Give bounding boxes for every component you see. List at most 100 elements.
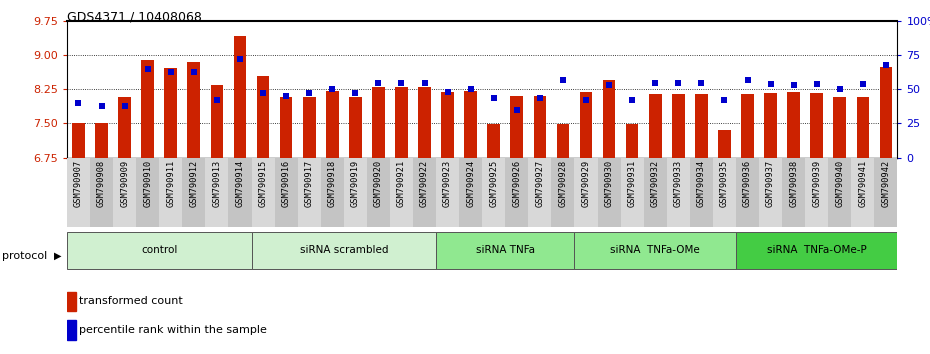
Bar <box>649 94 661 158</box>
Bar <box>436 158 459 227</box>
Bar <box>141 60 154 158</box>
Text: GSM790923: GSM790923 <box>443 160 452 207</box>
Text: GSM790933: GSM790933 <box>674 160 683 207</box>
Point <box>786 82 801 88</box>
Text: GSM790924: GSM790924 <box>466 160 475 207</box>
Point <box>671 80 685 85</box>
Bar <box>233 36 246 158</box>
Bar <box>326 91 339 158</box>
Point <box>486 95 501 101</box>
Point <box>740 77 755 83</box>
Text: GSM790928: GSM790928 <box>558 160 567 207</box>
Bar <box>551 158 575 227</box>
Bar <box>303 97 315 158</box>
Text: GSM790934: GSM790934 <box>697 160 706 207</box>
Point <box>186 69 201 74</box>
Point <box>348 91 363 96</box>
Bar <box>464 91 477 158</box>
Bar <box>620 158 644 227</box>
Bar <box>534 96 546 158</box>
Point <box>325 86 339 92</box>
Text: GSM790915: GSM790915 <box>259 160 268 207</box>
Bar <box>251 232 436 269</box>
Bar <box>366 158 390 227</box>
Bar <box>165 68 177 158</box>
Text: GSM790913: GSM790913 <box>212 160 221 207</box>
Bar <box>73 124 85 158</box>
Text: siRNA scrambled: siRNA scrambled <box>299 245 388 256</box>
Bar <box>788 92 800 158</box>
Bar <box>810 92 823 158</box>
Text: GSM790922: GSM790922 <box>420 160 429 207</box>
Bar <box>579 92 592 158</box>
Bar <box>280 97 292 158</box>
Text: GSM790910: GSM790910 <box>143 160 153 207</box>
Bar <box>759 158 782 227</box>
Text: ▶: ▶ <box>54 251 61 261</box>
Bar <box>274 158 298 227</box>
Text: GSM790929: GSM790929 <box>581 160 591 207</box>
Bar <box>136 158 159 227</box>
Point <box>694 80 709 85</box>
Bar <box>690 158 713 227</box>
Bar <box>372 87 385 158</box>
Point <box>463 86 478 92</box>
Bar <box>626 124 639 158</box>
Point <box>625 97 640 103</box>
Point <box>533 95 548 101</box>
Text: GSM790925: GSM790925 <box>489 160 498 207</box>
Text: GSM790919: GSM790919 <box>351 160 360 207</box>
Point <box>440 89 455 95</box>
Bar <box>851 158 874 227</box>
Bar <box>880 67 892 158</box>
Point <box>578 97 593 103</box>
Text: GSM790907: GSM790907 <box>74 160 83 207</box>
Text: GSM790940: GSM790940 <box>835 160 844 207</box>
Text: GSM790912: GSM790912 <box>190 160 198 207</box>
Bar <box>713 158 736 227</box>
Text: GSM790938: GSM790938 <box>790 160 798 207</box>
Bar <box>829 158 851 227</box>
Point <box>71 100 86 106</box>
Point <box>648 80 663 85</box>
Text: siRNA  TNFa-OMe-P: siRNA TNFa-OMe-P <box>767 245 867 256</box>
Bar <box>390 158 413 227</box>
Point <box>602 82 617 88</box>
Text: GSM790935: GSM790935 <box>720 160 729 207</box>
Bar <box>436 232 575 269</box>
Bar <box>736 232 897 269</box>
Bar <box>159 158 182 227</box>
Bar <box>298 158 321 227</box>
Point <box>256 91 271 96</box>
Point <box>164 69 179 74</box>
Bar <box>487 124 500 158</box>
Bar <box>482 158 505 227</box>
Bar <box>349 97 362 158</box>
Point <box>301 91 316 96</box>
Text: siRNA TNFa: siRNA TNFa <box>476 245 535 256</box>
Bar <box>833 97 846 158</box>
Bar <box>741 94 754 158</box>
Text: GSM790937: GSM790937 <box>766 160 775 207</box>
Text: GDS4371 / 10408068: GDS4371 / 10408068 <box>67 11 202 24</box>
Text: GSM790927: GSM790927 <box>536 160 544 207</box>
Text: GSM790914: GSM790914 <box>235 160 245 207</box>
Bar <box>505 158 528 227</box>
Text: GSM790911: GSM790911 <box>166 160 175 207</box>
Point <box>809 81 824 87</box>
Bar <box>782 158 805 227</box>
Point <box>117 103 132 109</box>
Point <box>764 81 778 87</box>
Bar <box>603 80 616 158</box>
Text: siRNA  TNFa-OMe: siRNA TNFa-OMe <box>610 245 700 256</box>
Text: GSM790932: GSM790932 <box>651 160 659 207</box>
Text: control: control <box>141 245 178 256</box>
Bar <box>321 158 344 227</box>
Bar <box>67 158 90 227</box>
Bar <box>511 96 524 158</box>
Bar <box>805 158 829 227</box>
Bar <box>113 158 136 227</box>
Bar <box>90 158 113 227</box>
Text: GSM790941: GSM790941 <box>858 160 868 207</box>
Point <box>394 80 409 85</box>
